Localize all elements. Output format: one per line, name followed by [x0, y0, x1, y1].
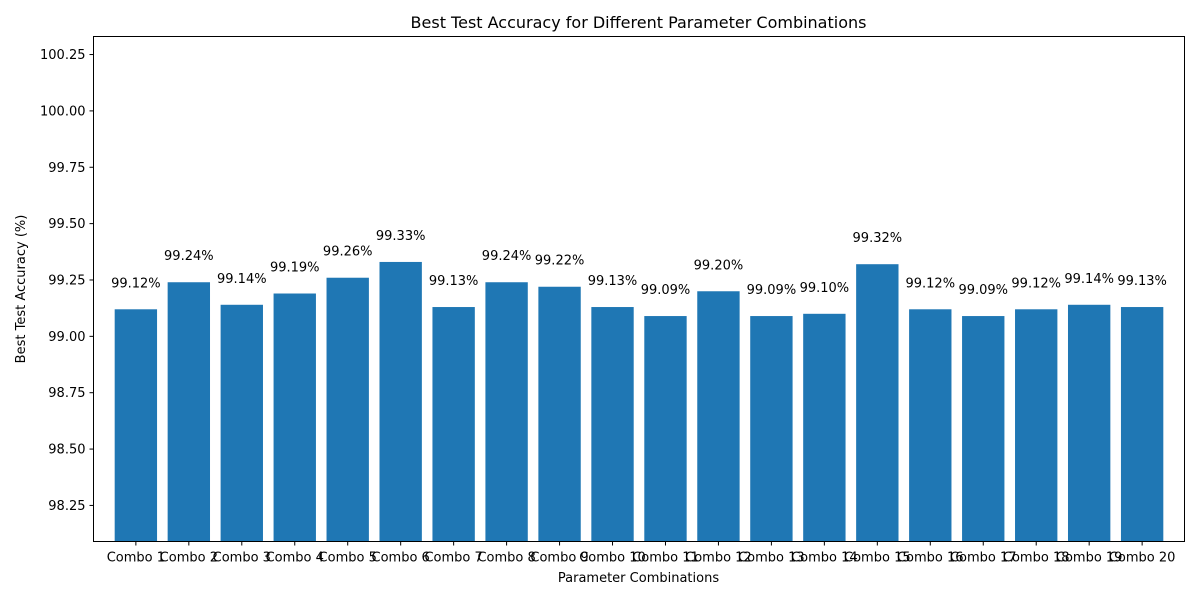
x-tick-label: Combo 12	[685, 551, 752, 566]
x-tick-label: Combo 4	[266, 551, 324, 566]
bar-value-label: 99.26%	[323, 245, 373, 260]
bar	[962, 316, 1005, 542]
bar	[644, 316, 687, 542]
y-tick-label: 99.50	[48, 217, 85, 232]
bar-value-label: 99.33%	[376, 229, 426, 244]
bar-value-label: 99.32%	[853, 231, 903, 246]
bar-value-label: 99.13%	[429, 274, 479, 289]
x-tick-label: Combo 16	[897, 551, 964, 566]
y-tick-label: 99.00	[48, 330, 85, 345]
x-tick-label: Combo 18	[1003, 551, 1070, 566]
bar-value-label: 99.13%	[1117, 274, 1167, 289]
bars	[114, 261, 1164, 542]
bar-value-label: 99.12%	[111, 276, 161, 291]
x-axis-label: Parameter Combinations	[558, 571, 719, 586]
plot-frame	[93, 36, 1185, 542]
bar	[803, 313, 846, 542]
y-tick-label: 98.25	[48, 499, 85, 514]
bar	[167, 282, 211, 542]
x-tick-label: Combo 7	[424, 551, 482, 566]
chart-title: Best Test Accuracy for Different Paramet…	[411, 13, 867, 32]
y-tick-label: 98.50	[48, 443, 85, 458]
x-tick-label: Combo 8	[477, 551, 535, 566]
bar-value-label: 99.20%	[694, 258, 744, 273]
bar-value-label: 99.14%	[1064, 272, 1114, 287]
bar	[538, 286, 581, 542]
x-tick-label: Combo 3	[213, 551, 271, 566]
bar	[220, 304, 263, 542]
bar	[591, 307, 634, 542]
bar-value-label: 99.24%	[164, 249, 214, 264]
bar	[326, 277, 369, 542]
bar-value-label: 99.09%	[958, 283, 1008, 298]
bar	[1120, 307, 1164, 542]
x-tick-label: Combo 19	[1056, 551, 1123, 566]
bar	[697, 291, 740, 542]
bar-value-label: 99.12%	[905, 276, 955, 291]
bar-value-labels: 99.12%99.24%99.14%99.19%99.26%99.33%99.1…	[111, 229, 1167, 298]
bar	[379, 261, 422, 542]
bar-value-label: 99.09%	[747, 283, 797, 298]
bar	[1015, 309, 1058, 542]
bar-value-label: 99.22%	[535, 254, 585, 269]
bar-value-label: 99.10%	[800, 281, 850, 296]
bar	[273, 293, 316, 542]
x-tick-label: Combo 17	[950, 551, 1017, 566]
bar-value-label: 99.13%	[588, 274, 638, 289]
bar	[1067, 304, 1111, 542]
x-tick-label: Combo 13	[738, 551, 805, 566]
bar-value-label: 99.09%	[641, 283, 691, 298]
x-tick-label: Combo 9	[530, 551, 588, 566]
bar-value-label: 99.14%	[217, 272, 267, 287]
bar	[856, 264, 899, 542]
x-tick-label: Combo 6	[372, 551, 430, 566]
bar-value-label: 99.19%	[270, 261, 320, 276]
bar	[114, 309, 158, 542]
bar	[909, 309, 952, 542]
y-tick-label: 98.75	[48, 386, 85, 401]
x-tick-label: Combo 14	[791, 551, 858, 566]
y-axis-label: Best Test Accuracy (%)	[14, 215, 29, 364]
x-tick-label: Combo 10	[579, 551, 646, 566]
y-axis-ticks: 98.25 98.50 98.75 99.00 99.25 99.50 99.75 100.0…	[40, 48, 94, 514]
bar-value-label: 99.12%	[1011, 276, 1061, 291]
x-tick-label: Combo 2	[160, 551, 218, 566]
y-tick-label: 99.75	[48, 161, 85, 176]
bar	[750, 316, 793, 542]
x-tick-label: Combo 15	[844, 551, 911, 566]
x-tick-label: Combo 5	[319, 551, 377, 566]
x-tick-label: Combo 11	[632, 551, 699, 566]
y-tick-label: 100.25	[40, 48, 86, 63]
x-tick-label: Combo 20	[1109, 551, 1176, 566]
y-tick-label: 100.00	[40, 104, 86, 119]
bar	[432, 307, 475, 542]
y-tick-label: 99.25	[48, 273, 85, 288]
x-tick-label: Combo 1	[107, 551, 165, 566]
bar	[485, 282, 528, 542]
bar-value-label: 99.24%	[482, 249, 532, 264]
